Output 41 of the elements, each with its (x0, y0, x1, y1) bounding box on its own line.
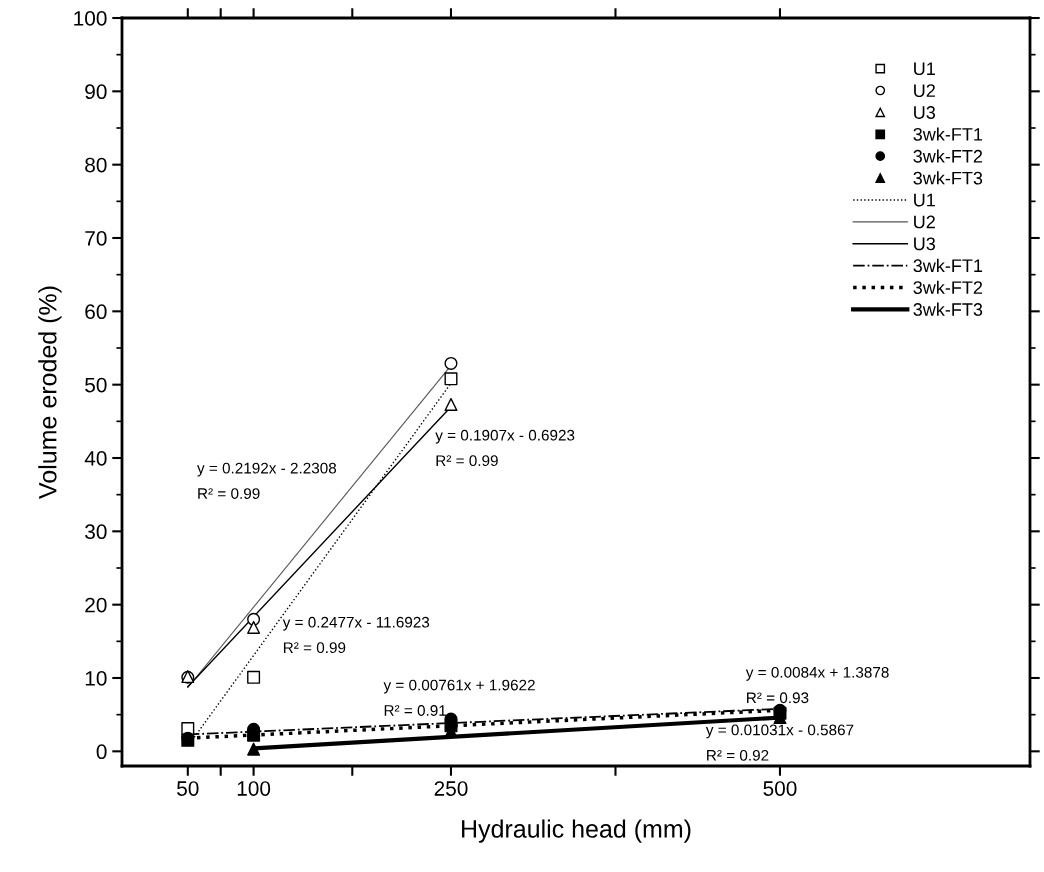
y-tick-label: 70 (85, 231, 107, 246)
annotation: y = 0.0084x + 1.3878 (745, 666, 889, 681)
legend-label: 3wk-FT1 (913, 258, 983, 273)
y-tick-label: 30 (85, 524, 107, 540)
legend-label: 3wk-FT3 (913, 302, 983, 316)
legend-label: U1 (914, 62, 935, 76)
y-tick-label: 0 (96, 744, 107, 760)
y-tick-label: 60 (85, 304, 107, 320)
annotation: R² = 0.99 (198, 488, 260, 499)
annotation: R² = 0.91 (384, 705, 447, 716)
annotation: y = 0.00761x + 1.9622 (383, 679, 535, 694)
y-tick-label: 100 (74, 11, 107, 26)
legend-label: 3wk-FT3 (913, 171, 983, 185)
y-tick-label: 10 (85, 671, 107, 686)
annotation: y = 0.1907x - 0.6923 (435, 429, 575, 444)
legend-label: U3 (914, 106, 936, 119)
y-axis-title: Volume eroded (%) (38, 286, 62, 499)
annotation: R² = 0.93 (747, 692, 809, 704)
annotation: y = 0.2192x - 2.2308 (197, 462, 337, 477)
annotation: R² = 0.99 (283, 642, 346, 654)
y-tick-label: 20 (85, 597, 107, 613)
legend-label: 3wk-FT2 (913, 280, 983, 294)
x-axis-title: Hydraulic head (mm) (462, 819, 691, 843)
annotation: R² = 0.92 (707, 749, 769, 761)
annotation: y = 0.01031x - 0.5867 (705, 724, 854, 739)
y-tick-label: 40 (84, 451, 107, 466)
annotation: R² = 0.99 (436, 455, 498, 467)
legend-label: 3wk-FT1 (913, 127, 983, 141)
x-tick-label: 500 (763, 781, 797, 796)
y-tick-label: 80 (85, 157, 107, 173)
x-tick-label: 50 (177, 781, 199, 796)
legend-label: U1 (914, 193, 935, 207)
x-tick-label: 250 (434, 781, 468, 796)
legend-label: U2 (914, 84, 935, 97)
legend-label: U2 (914, 215, 935, 229)
annotation: y = 0.2477x - 11.6923 (282, 616, 430, 631)
legend-label: U3 (914, 237, 936, 251)
legend-label: 3wk-FT2 (913, 149, 983, 163)
x-tick-label: 100 (237, 781, 271, 796)
y-tick-label: 50 (85, 377, 107, 393)
y-tick-label: 90 (85, 84, 107, 100)
